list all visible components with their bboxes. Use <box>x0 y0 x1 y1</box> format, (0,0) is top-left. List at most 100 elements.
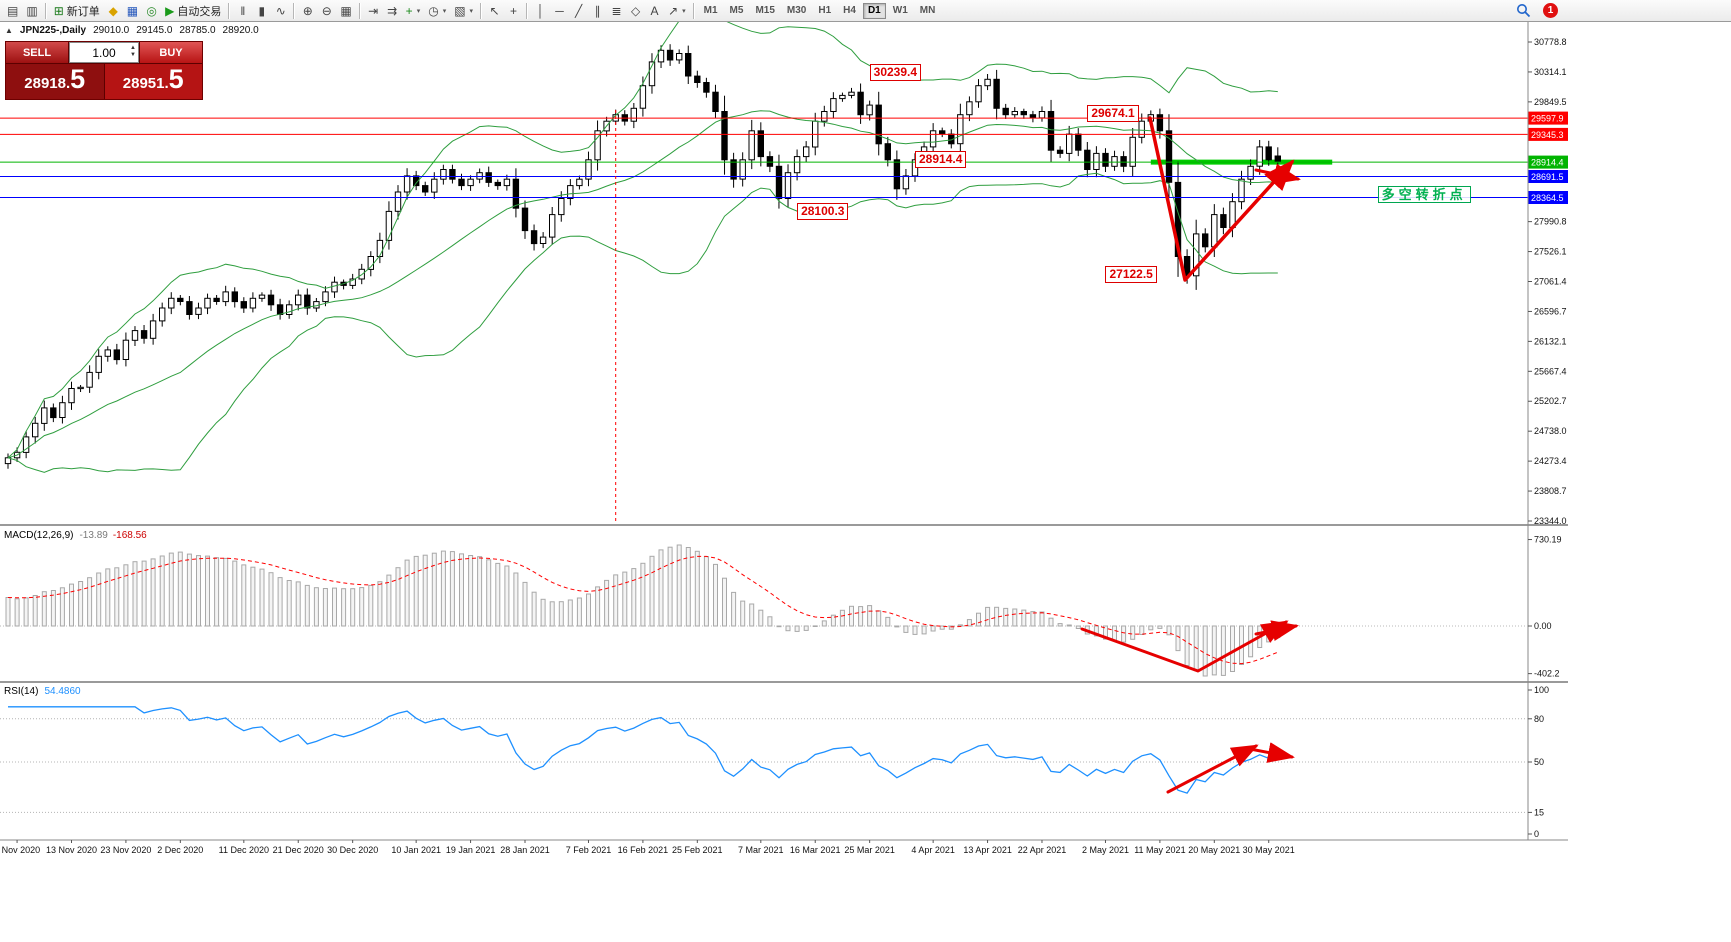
volume-input[interactable]: 1.00 ▲ ▼ <box>69 42 139 63</box>
axis-price-box <box>1528 127 1568 141</box>
timeframe-button-H4[interactable]: H4 <box>843 5 856 16</box>
zoom-out-button[interactable]: ⊖ <box>317 1 336 20</box>
macd-signal-value: -168.56 <box>112 530 147 541</box>
crosshair-icon: + <box>510 3 518 18</box>
new-chart-button[interactable]: ▤ <box>3 1 22 20</box>
candlestick-chart-button[interactable]: ▮ <box>252 1 271 20</box>
toolbar-separator <box>228 2 231 19</box>
timeframe-button-MN[interactable]: MN <box>919 5 936 16</box>
axis-price-box <box>1528 170 1568 183</box>
arrows-icon: ↗ <box>668 3 679 18</box>
line-chart-button[interactable]: ∿ <box>271 1 290 20</box>
date-tick-label: 7 Mar 2021 <box>738 845 784 855</box>
tile-windows-button[interactable]: ▦ <box>336 1 355 20</box>
trend-arrow <box>1080 620 1289 673</box>
timeframe-button-D1[interactable]: D1 <box>862 2 886 19</box>
date-tick-label: 22 Apr 2021 <box>1018 845 1067 855</box>
magnifier-glyph <box>1517 4 1531 18</box>
line-chart-icon: ∿ <box>275 3 286 18</box>
algo-trading-button-label: 自动交易 <box>177 5 222 18</box>
vertical-line-button[interactable]: │ <box>531 1 550 20</box>
rsi-axis-label: 15 <box>1534 807 1544 817</box>
collapse-icon[interactable]: ▲ <box>5 26 13 35</box>
chart-window: 30778.8 30314.1 29849.5 27990.8 27526.1 27061… <box>0 22 1568 860</box>
new-chart-icon: ▤ <box>7 3 19 18</box>
timeframe-button-M30[interactable]: M30 <box>786 5 807 16</box>
timeframe-button-M5[interactable]: M5 <box>729 5 744 16</box>
zoom-out-icon: ⊖ <box>321 3 332 18</box>
volume-steppers[interactable]: ▲ ▼ <box>130 45 136 59</box>
search-icon[interactable] <box>1516 3 1531 18</box>
buy-button[interactable]: BUY <box>140 42 202 63</box>
equidistant-channel-button[interactable]: ∥ <box>588 1 607 20</box>
auto-scroll-button[interactable]: ⇥ <box>364 1 383 20</box>
timeframe-button-M15[interactable]: M15 <box>755 5 775 16</box>
profiles-button[interactable]: ▥ <box>22 1 41 20</box>
rsi-indicator-label: RSI(14) 54.4860 <box>4 686 81 697</box>
volume-up-icon[interactable]: ▲ <box>130 45 136 51</box>
timeframe-button-H1[interactable]: H1 <box>818 5 832 16</box>
date-tick-label: 11 May 2021 <box>1134 845 1185 855</box>
date-tick-label: 16 Mar 2021 <box>790 845 841 855</box>
price-tick-label: 24273.4 <box>1534 456 1567 466</box>
zoom-in-button[interactable]: ⊕ <box>298 1 317 20</box>
one-click-trading-panel: SELL 1.00 ▲ ▼ BUY 28918. 5 28951. 5 <box>5 41 203 100</box>
date-tick-label: 25 Feb 2021 <box>672 845 723 855</box>
timeframe-button-M1[interactable]: M1 <box>703 5 718 16</box>
volume-down-icon[interactable]: ▼ <box>130 51 136 58</box>
price-tick-label: 24738.0 <box>1534 426 1567 436</box>
periods-button[interactable]: ◷ ▾ <box>424 1 450 20</box>
rsi-pane <box>0 706 1528 813</box>
date-tick-label: 4 Apr 2021 <box>911 845 955 855</box>
chart-shift-button[interactable]: ⇉ <box>383 1 402 20</box>
date-tick-label: 28 Jan 2021 <box>500 845 550 855</box>
shapes-button[interactable]: ◇ <box>626 1 645 20</box>
templates-button[interactable]: ▧ ▾ <box>450 1 477 20</box>
main-pane <box>0 22 1528 522</box>
crosshair-button[interactable]: + <box>504 1 523 20</box>
toolbar-separator <box>358 2 361 19</box>
bar-chart-button[interactable]: ‖ <box>233 1 252 20</box>
chevron-down-icon: ▾ <box>682 7 686 15</box>
timeframe-button-W1[interactable]: W1 <box>892 5 908 16</box>
algo-trading-button[interactable]: ▶ 自动交易 <box>161 1 225 20</box>
high-value: 29145.0 <box>136 25 173 36</box>
buy-price-pips: 5 <box>168 64 184 94</box>
navigator-icon: ◎ <box>146 3 157 18</box>
price-chart[interactable]: 30778.8 30314.1 29849.5 27990.8 27526.1 27061… <box>0 22 1568 860</box>
buy-price-button[interactable]: 28951. 5 <box>104 64 202 99</box>
volume-value: 1.00 <box>92 45 116 60</box>
templates-icon: ▧ <box>454 3 466 18</box>
trend-arrow <box>1254 163 1301 185</box>
navigator-button[interactable]: ◎ <box>142 1 161 20</box>
new-order-button[interactable]: ⊞ 新订单 <box>50 1 104 20</box>
sell-price-button[interactable]: 28918. 5 <box>6 64 104 99</box>
chevron-down-icon: ▾ <box>442 7 447 15</box>
text-button[interactable]: A <box>645 1 664 20</box>
fibonacci-button[interactable]: ≣ <box>607 1 626 20</box>
sell-button[interactable]: SELL <box>6 42 68 63</box>
bollinger-middle-band <box>7 110 1278 459</box>
axis-price-box-label: 29597.9 <box>1531 114 1564 124</box>
trend-arrow <box>1148 116 1295 282</box>
indicators-button[interactable]: + ▾ <box>402 1 425 20</box>
toolbar: ▤ ▥ ⊞ 新订单 ◆ ▦ ◎ ▶ 自动交易 ‖ ▮ ∿ ⊕ ⊖ ▦ ⇥ ⇉ + ▾ ◷ ▾ ▧ ▾ ↖ + │ ─ ╱ ∥ ≣ ◇ A ↗ ▾ M… <box>0 0 1731 22</box>
arrows-button[interactable]: ↗ ▾ <box>664 1 690 20</box>
fibonacci-icon: ≣ <box>611 3 622 18</box>
toolbar-separator <box>44 2 47 19</box>
price-tick-label: 27990.8 <box>1534 217 1567 227</box>
date-tick-label: 7 Feb 2021 <box>566 845 612 855</box>
rsi-line <box>8 706 1278 794</box>
horizontal-line-button[interactable]: ─ <box>550 1 569 20</box>
cursor-button[interactable]: ↖ <box>485 1 504 20</box>
chevron-down-icon: ▾ <box>416 7 421 15</box>
notification-badge[interactable]: 1 <box>1543 3 1558 18</box>
vertical-line-icon: │ <box>536 3 545 18</box>
market-watch-button[interactable]: ▦ <box>123 1 142 20</box>
trendline-button[interactable]: ╱ <box>569 1 588 20</box>
date-tick-label: 2 May 2021 <box>1082 845 1129 855</box>
market-watch-icon: ▦ <box>126 3 139 18</box>
metaeditor-button[interactable]: ◆ <box>104 1 123 20</box>
chevron-down-icon: ▾ <box>469 7 474 15</box>
